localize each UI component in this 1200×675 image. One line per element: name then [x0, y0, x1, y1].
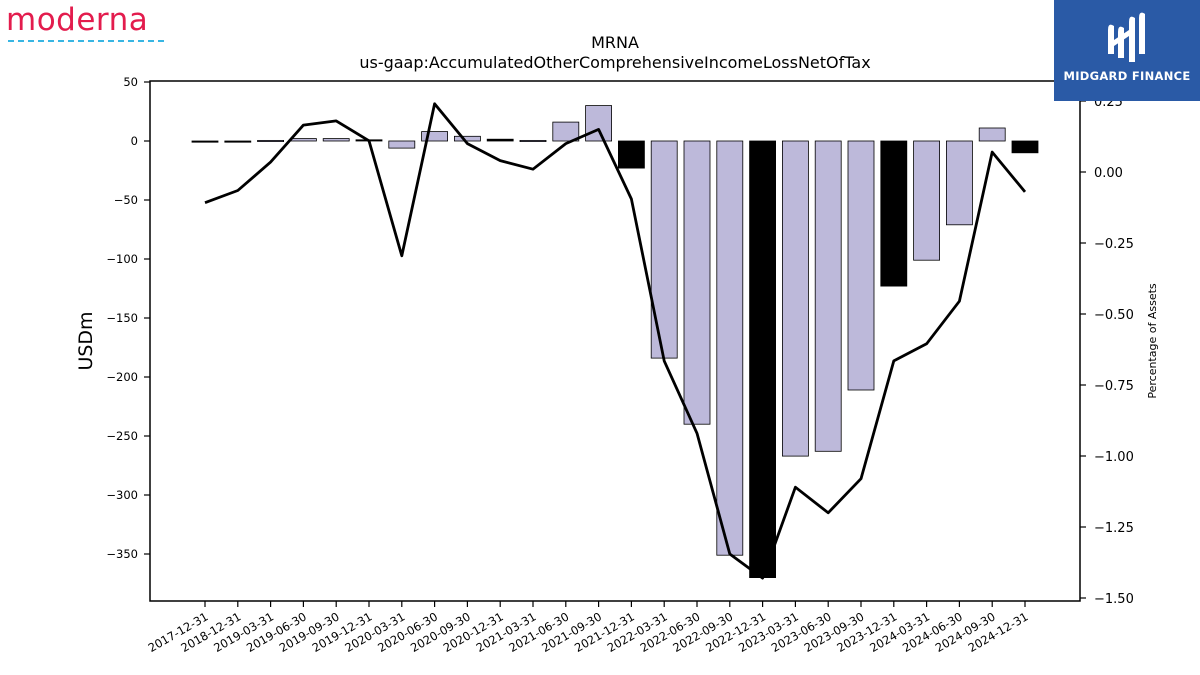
y-axis-left: 50 0 −50 −100 −150 −200 −250 −300 −350	[106, 75, 150, 561]
y-tick-label: 0	[131, 134, 138, 148]
bar-2022-12-31	[749, 140, 776, 579]
y2-axis-label: Percentage of Assets	[1146, 283, 1159, 399]
midgard-finance-text: MIDGARD FINANCE	[1063, 69, 1191, 83]
x-axis: 2017-12-312018-12-312019-03-312019-06-30…	[146, 601, 1031, 655]
y-tick-label: 50	[123, 75, 138, 89]
midgard-finance-logo: MIDGARD FINANCE	[1054, 0, 1200, 101]
plot-frame	[149, 80, 1081, 602]
y2-tick-label: −1.50	[1094, 592, 1134, 607]
bar-2024-03-31	[913, 140, 940, 261]
y-tick-label: −250	[106, 429, 138, 443]
midgard-m-icon	[1108, 12, 1145, 63]
bar-2020-06-30	[421, 131, 449, 142]
bar-2024-12-31	[1011, 140, 1039, 154]
bars-layer	[191, 105, 1039, 579]
bar-2017-12-31	[191, 140, 219, 143]
y-tick-label: −50	[114, 193, 138, 207]
line-layer	[204, 102, 1027, 580]
y-tick-label: −200	[106, 370, 138, 384]
moderna-logo-underline	[8, 40, 164, 42]
y2-tick-label: −0.25	[1094, 237, 1134, 252]
y-tick-label: −100	[106, 252, 138, 266]
chart-title: MRNA	[591, 33, 639, 52]
bar-2020-12-31	[486, 138, 514, 142]
y-tick-label: −350	[106, 547, 138, 561]
bar-2024-09-30	[978, 127, 1006, 142]
y2-tick-label: −1.25	[1094, 521, 1134, 536]
bar-2023-03-31	[782, 140, 809, 457]
bar-2021-03-31	[519, 139, 547, 142]
y-axis-right: 0.250.00−0.25−0.50−0.75−1.00−1.25−1.50	[1080, 95, 1134, 607]
bar-2019-03-31	[257, 139, 285, 142]
chart-subtitle: us-gaap:AccumulatedOtherComprehensiveInc…	[359, 53, 870, 72]
bar-2021-12-31	[618, 140, 645, 169]
moderna-logo: moderna	[6, 2, 149, 38]
line-series-percentage	[204, 102, 1027, 580]
bar-2021-06-30	[552, 121, 580, 142]
bar-2022-09-30	[716, 140, 744, 556]
y2-tick-label: −0.50	[1094, 308, 1134, 323]
bar-2023-12-31	[880, 140, 908, 287]
y2-tick-label: −0.75	[1094, 379, 1134, 394]
bar-2023-09-30	[847, 140, 875, 391]
bar-2020-03-31	[388, 140, 416, 149]
bar-2022-03-31	[650, 140, 678, 359]
y-tick-label: −150	[106, 311, 138, 325]
bar-2023-06-30	[814, 140, 842, 452]
y2-tick-label: 0.00	[1094, 166, 1123, 181]
y2-tick-label: −1.00	[1094, 450, 1134, 465]
bar-2019-09-30	[322, 138, 350, 142]
y-tick-label: −300	[106, 488, 138, 502]
bar-2020-09-30	[453, 135, 481, 142]
bar-2022-06-30	[683, 140, 711, 425]
bar-2019-06-30	[289, 138, 317, 142]
bar-2018-12-31	[224, 140, 252, 143]
y-axis-label: USDm	[75, 311, 97, 370]
bar-2024-06-30	[946, 140, 973, 226]
bar-2021-09-30	[585, 105, 612, 142]
